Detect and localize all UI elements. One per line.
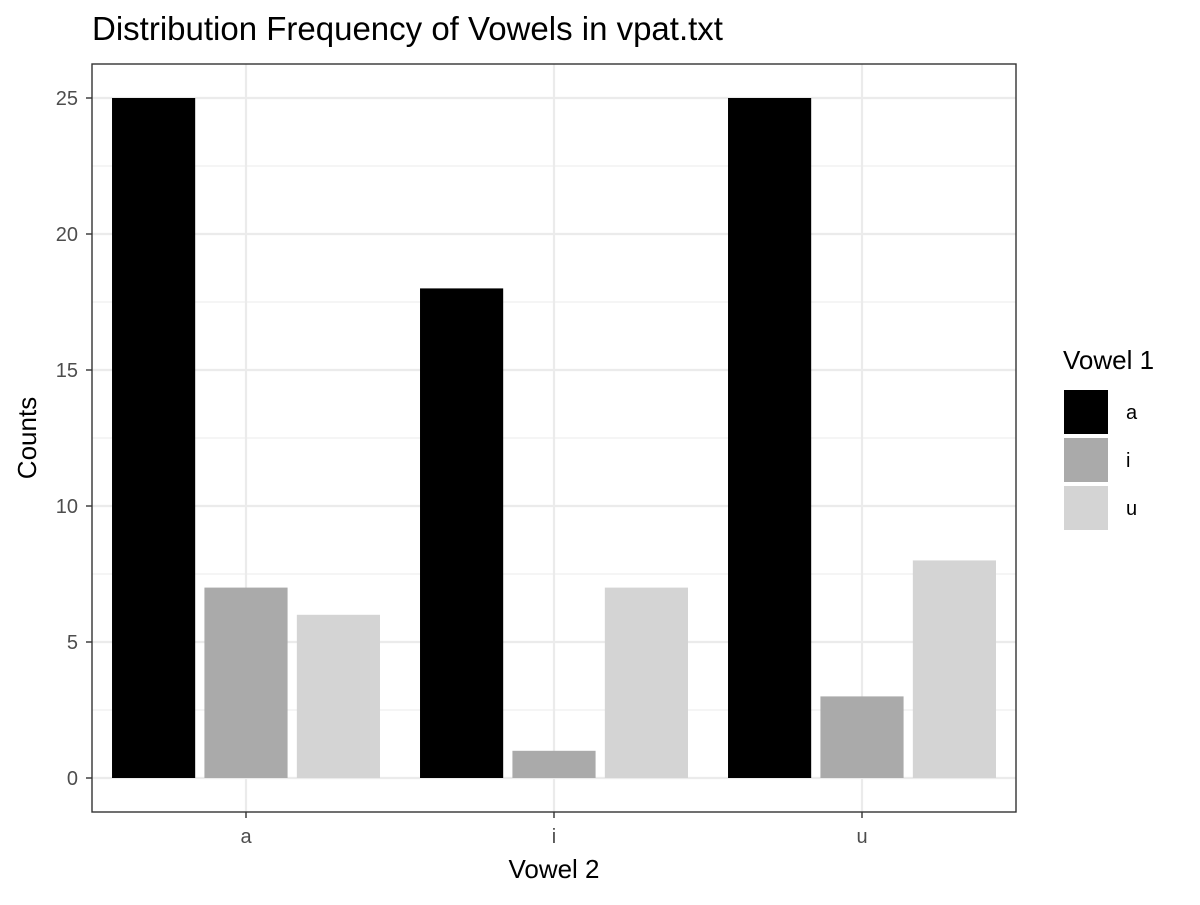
legend-key-i (1064, 438, 1108, 482)
bar-i-u (820, 696, 904, 778)
legend-label-a: a (1126, 402, 1138, 424)
y-tick-label: 10 (56, 496, 78, 518)
y-tick-label: 20 (56, 224, 78, 246)
bar-u-i (604, 587, 688, 778)
bar-u-u (912, 560, 996, 778)
x-tick-label: u (856, 826, 867, 848)
bar-a-i (420, 288, 504, 778)
x-tick-label: a (240, 826, 252, 848)
bar-i-i (512, 750, 596, 778)
legend: Vowel 1 a i u (1063, 345, 1154, 530)
bar-i-a (204, 587, 288, 778)
y-tick-label: 25 (56, 88, 78, 110)
bar-a-a (112, 98, 196, 778)
legend-items: a i u (1064, 390, 1138, 530)
y-axis-title: Counts (12, 397, 42, 479)
legend-label-i: i (1126, 450, 1130, 472)
bar-u-a (296, 614, 380, 778)
x-axis-title: Vowel 2 (508, 854, 599, 884)
bar-a-u (728, 98, 812, 778)
x-tick-label: i (552, 826, 556, 848)
bars-layer (112, 98, 996, 778)
legend-label-u: u (1126, 498, 1137, 520)
chart-title: Distribution Frequency of Vowels in vpat… (92, 10, 723, 47)
axis-layer: 0 5 10 15 20 25 a i u (56, 88, 868, 848)
y-tick-label: 15 (56, 360, 78, 382)
legend-title: Vowel 1 (1063, 345, 1154, 375)
legend-key-u (1064, 486, 1108, 530)
legend-key-a (1064, 390, 1108, 434)
y-tick-label: 0 (67, 768, 78, 790)
y-tick-label: 5 (67, 632, 78, 654)
